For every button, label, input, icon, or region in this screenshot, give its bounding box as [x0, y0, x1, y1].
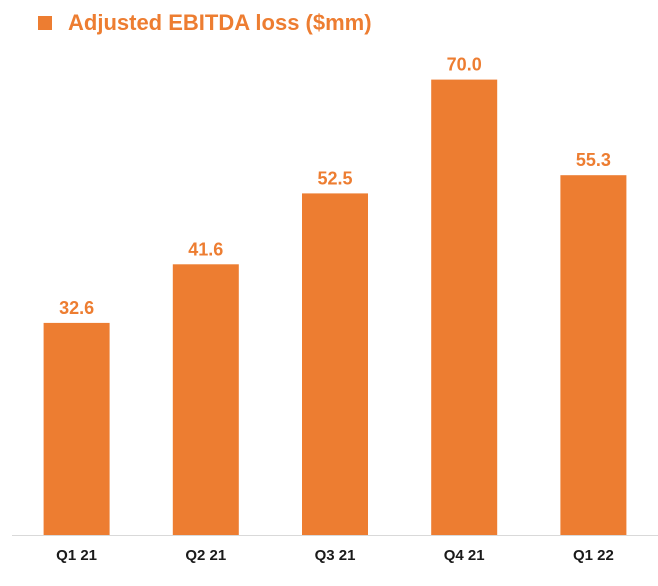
data-label: 52.5 [317, 168, 352, 188]
data-label: 70.0 [447, 55, 482, 75]
x-tick-label: Q1 21 [56, 547, 97, 564]
bar [43, 322, 110, 535]
data-label: 41.6 [188, 239, 223, 259]
x-tick-label: Q3 21 [315, 547, 356, 564]
data-label: 32.6 [59, 298, 94, 318]
chart-legend: Adjusted EBITDA loss ($mm) [38, 10, 372, 36]
data-label: 55.3 [576, 150, 611, 170]
bar [431, 79, 498, 535]
x-tick-label: Q4 21 [444, 547, 485, 564]
bar [172, 264, 239, 535]
x-tick-label: Q2 21 [185, 547, 226, 564]
legend-label: Adjusted EBITDA loss ($mm) [68, 10, 372, 35]
x-tick-label: Q1 22 [573, 547, 614, 564]
bar [302, 193, 368, 535]
bar [560, 175, 627, 535]
legend-swatch [38, 16, 52, 30]
